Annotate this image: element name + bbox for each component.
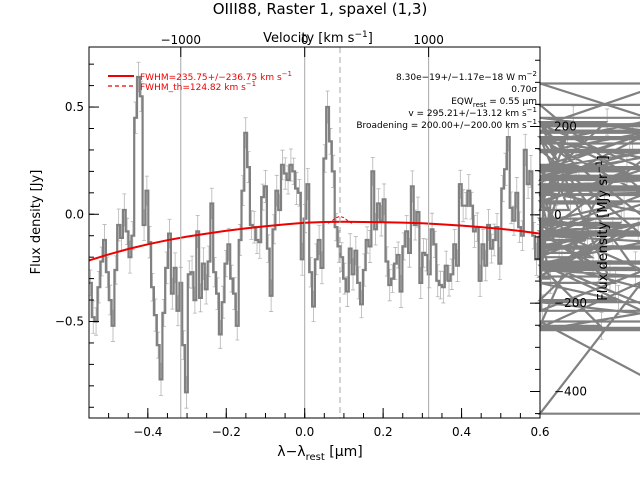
legend-label-fwhm-th: FWHM_th=124.82 km s−1 (140, 80, 256, 93)
velocity-tick-label: −1000 (160, 33, 201, 47)
right-tick-label: −400 (554, 385, 587, 399)
fit-curve (88, 220, 541, 262)
axes: −0.4 −0.2 0.0 0.2 0.4 0.6 −1000 0 1000 −0.5 0.0 0.5… (55, 33, 587, 439)
annotation-line-sigma: 0.70σ (511, 85, 537, 95)
annotation-line-broadening: Broadening = 200.00+/−200.00 km s−1 (356, 118, 537, 131)
x-tick-label: 0.2 (374, 425, 393, 439)
annotation-line-eqw: EQWrest = 0.55 μm (451, 97, 537, 109)
x-tick-label: −0.4 (133, 425, 162, 439)
annotation-block: 8.30e−19+/−1.17e−18 W m−2 0.70σ EQWrest … (356, 70, 537, 131)
x-tick-label: 0.0 (295, 425, 314, 439)
right-tick-label: −200 (554, 296, 587, 310)
y-tick-label: 0.0 (65, 207, 84, 221)
y-axis-label-right: Flux density [MJy sr−1] (595, 155, 611, 300)
annotation-line-flux: 8.30e−19+/−1.17e−18 W m−2 (396, 70, 537, 83)
velocity-tick-label: 1000 (413, 33, 444, 47)
x-tick-label: −0.2 (212, 425, 241, 439)
chart-title: OIII88, Raster 1, spaxel (1,3) (213, 0, 428, 18)
y-tick-label: 0.5 (65, 100, 84, 114)
x-axis-label: λ−λrest [μm] (277, 444, 362, 463)
y-axis-label-left: Flux density [Jy] (29, 170, 44, 275)
right-tick-label: 200 (554, 120, 577, 134)
x-tick-label: 0.6 (530, 425, 549, 439)
velocity-axis-label: Velocity [km s−1] (263, 30, 373, 46)
y-tick-label: −0.5 (55, 314, 84, 328)
legend-label-fwhm: FWHM=235.75+/−236.75 km s−1 (140, 70, 292, 83)
spectrum-series (89, 75, 640, 415)
fit-curves (88, 215, 541, 262)
plot-frame (88, 46, 541, 419)
fit-curve-thermal (327, 215, 353, 224)
legend: FWHM=235.75+/−236.75 km s−1 FWHM_th=124.… (108, 70, 292, 93)
x-tick-label: 0.4 (452, 425, 471, 439)
right-tick-label: 0 (554, 208, 562, 222)
velocity-tick-label: 0 (301, 33, 309, 47)
annotation-line-velocity: v = 295.21+/−13.12 km s−1 (408, 106, 537, 119)
spectrum-line (89, 75, 640, 415)
